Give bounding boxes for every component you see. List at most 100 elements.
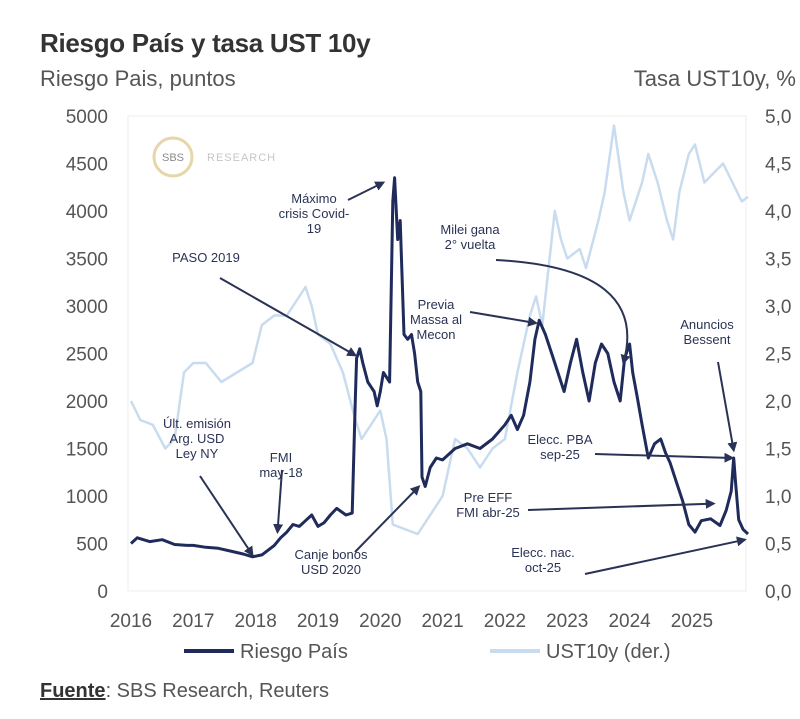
- annotation-text: 2° vuelta: [445, 237, 497, 252]
- left-tick-label: 0: [97, 582, 108, 603]
- annotation: Elecc. nac.oct-25: [511, 536, 747, 575]
- annotation-text: sep-25: [540, 447, 580, 462]
- right-tick-label: 3,0: [765, 297, 791, 318]
- left-tick-label: 3500: [66, 250, 108, 271]
- chart-title: Riesgo País y tasa UST 10y: [40, 28, 371, 58]
- annotation-text: Milei gana: [440, 222, 500, 237]
- annotation-text: FMI: [270, 450, 292, 465]
- right-tick-label: 0,5: [765, 535, 791, 556]
- annotation-text: FMI abr-25: [456, 505, 520, 520]
- logo-mark: SBS: [162, 152, 184, 164]
- right-axis-label: Tasa UST10y, %: [633, 66, 796, 91]
- annotation-arrow: [594, 452, 735, 463]
- series-layer: [129, 124, 750, 559]
- annotation-text: PASO 2019: [172, 250, 240, 265]
- annotation-arrow: [273, 469, 284, 535]
- source-label: Fuente: [40, 680, 106, 702]
- x-tick-label: 2020: [359, 611, 401, 632]
- left-tick-label: 2000: [66, 392, 108, 413]
- annotation-text: Máximo: [291, 191, 337, 206]
- right-axis-ticks: 0,0 0,5 1,0 1,5 2,0 2,5 3,0 3,5 4,0 4,5 5,0: [765, 107, 791, 603]
- annotation-text: Pre EFF: [464, 490, 512, 505]
- legend: Riesgo País UST10y (der.): [184, 641, 670, 663]
- annotation: PASO 2019: [172, 250, 358, 357]
- x-tick-label: 2022: [484, 611, 526, 632]
- annotation-arrow: [584, 536, 747, 575]
- right-tick-label: 2,5: [765, 345, 791, 366]
- x-tick-label: 2021: [421, 611, 463, 632]
- right-tick-label: 4,0: [765, 202, 791, 223]
- left-axis-label: Riesgo Pais, puntos: [40, 66, 236, 91]
- right-tick-label: 2,0: [765, 392, 791, 413]
- right-tick-label: 1,5: [765, 440, 791, 461]
- right-tick-label: 0,0: [765, 582, 791, 603]
- annotation-text: Ley NY: [176, 446, 219, 461]
- x-tick-label: 2025: [671, 611, 713, 632]
- annotation-text: Arg. USD: [170, 431, 225, 446]
- annotation-text: Elecc. nac.: [511, 545, 575, 560]
- source-text: : SBS Research, Reuters: [105, 680, 329, 702]
- legend-label-ust: UST10y (der.): [546, 641, 670, 663]
- series-line-riesgo-pais: [129, 176, 750, 559]
- x-tick-label: 2017: [172, 611, 214, 632]
- annotation-text: crisis Covid-: [279, 206, 350, 221]
- logo-text: RESEARCH: [207, 152, 276, 164]
- left-tick-label: 1500: [66, 440, 108, 461]
- annotation-text: Massa al: [410, 312, 462, 327]
- annotation-arrow: [347, 181, 386, 201]
- x-tick-label: 2018: [235, 611, 277, 632]
- annotation-text: USD 2020: [301, 562, 361, 577]
- sbs-logo: SBS RESEARCH: [152, 136, 276, 178]
- annotation-arrow: [469, 311, 539, 327]
- legend-label-riesgo: Riesgo País: [240, 641, 348, 663]
- x-tick-label: 2016: [110, 611, 152, 632]
- x-tick-label: 2023: [546, 611, 588, 632]
- annotation-arrow: [495, 259, 631, 365]
- x-tick-label: 2019: [297, 611, 339, 632]
- right-tick-label: 1,0: [765, 487, 791, 508]
- x-axis-ticks: 2016 2017 2018 2019 2020 2021 2022 2023 2024 2025: [110, 611, 713, 632]
- annotation-text: Bessent: [684, 332, 731, 347]
- annotation-arrow: [219, 277, 358, 357]
- annotation-text: 19: [307, 221, 321, 236]
- series-line-ust10y: [129, 124, 749, 536]
- annotation-text: Últ. emisión: [163, 416, 231, 431]
- left-tick-label: 4500: [66, 155, 108, 176]
- left-tick-label: 3000: [66, 297, 108, 318]
- left-tick-label: 4000: [66, 202, 108, 223]
- right-tick-label: 3,5: [765, 250, 791, 271]
- left-tick-label: 1000: [66, 487, 108, 508]
- annotation-text: Canje bonos: [295, 547, 368, 562]
- annotation-text: Previa: [418, 297, 456, 312]
- plot-frame: [127, 115, 747, 592]
- annotation-text: Anuncios: [680, 317, 734, 332]
- annotation-arrow: [354, 485, 421, 553]
- annotation-arrow: [527, 498, 716, 511]
- left-tick-label: 5000: [66, 107, 108, 128]
- logo-ring: [152, 136, 194, 178]
- annotation-text: Mecon: [416, 327, 455, 342]
- x-tick-label: 2024: [608, 611, 651, 632]
- annotation-text: Elecc. PBA: [527, 432, 592, 447]
- left-axis-ticks: 0 500 1000 1500 2000 2500 3000 3500 4000 4500 5000: [66, 107, 108, 603]
- right-tick-label: 5,0: [765, 107, 791, 128]
- source-line: Fuente: SBS Research, Reuters: [40, 680, 329, 703]
- annotation-arrow: [199, 475, 254, 557]
- left-tick-label: 500: [76, 535, 108, 556]
- annotation-arrow: [717, 361, 738, 453]
- annotation-text: oct-25: [525, 560, 561, 575]
- left-tick-label: 2500: [66, 345, 108, 366]
- right-tick-label: 4,5: [765, 155, 791, 176]
